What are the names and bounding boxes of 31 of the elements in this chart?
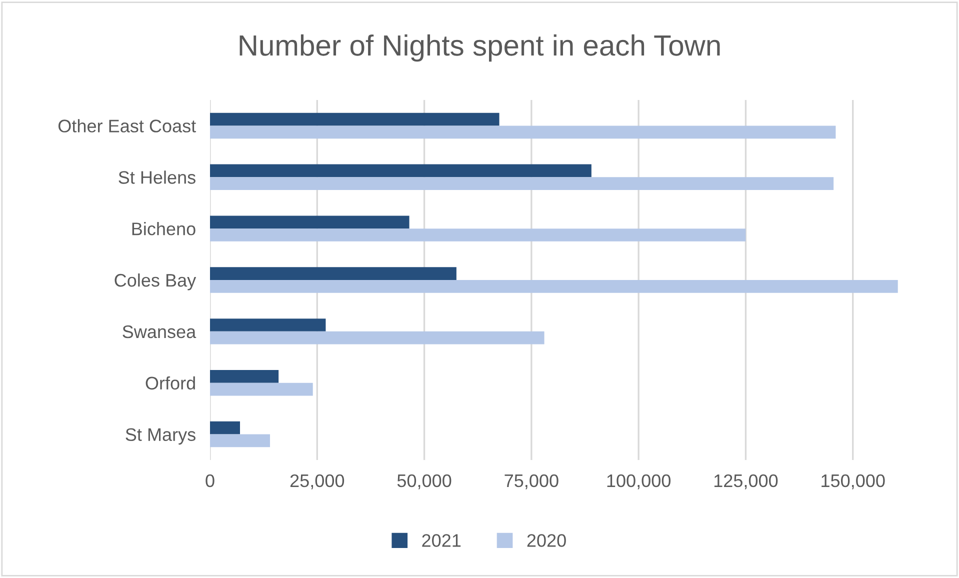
y-tick-label: St Marys: [126, 428, 196, 445]
bar: [210, 267, 456, 280]
bar: [210, 370, 279, 383]
legend-label: 2020: [527, 534, 566, 547]
bar: [210, 382, 313, 396]
y-tick-label: Bicheno: [132, 222, 196, 236]
bar: [210, 280, 898, 293]
y-tick-label: Swansea: [122, 325, 196, 338]
y-tick-label: Other East Coast: [58, 119, 196, 132]
bar: [210, 177, 834, 190]
bar: [210, 421, 240, 434]
bar: [210, 228, 746, 242]
bar: [210, 112, 500, 126]
x-tick-label: 0: [206, 474, 214, 488]
y-tick-label: St Helens: [118, 170, 196, 184]
x-tick-label: 75,000: [504, 474, 558, 490]
bar: [210, 164, 592, 178]
x-tick-label: 150,000: [822, 474, 885, 490]
y-tick-label: Coles Bay: [114, 273, 196, 290]
x-tick-label: 125,000: [714, 474, 778, 490]
bar: [210, 318, 326, 332]
chart-title: Number of Nights spent in each Town: [240, 34, 720, 62]
bar: [210, 331, 544, 344]
x-tick-label: 25,000: [290, 474, 344, 490]
x-tick-label: 100,000: [607, 474, 670, 490]
bar: [210, 126, 836, 139]
y-tick-label: Orford: [146, 376, 195, 390]
legend-label: 2021: [422, 534, 461, 547]
bar: [210, 434, 270, 448]
bar: [210, 216, 410, 229]
x-tick-label: 50,000: [397, 474, 452, 490]
